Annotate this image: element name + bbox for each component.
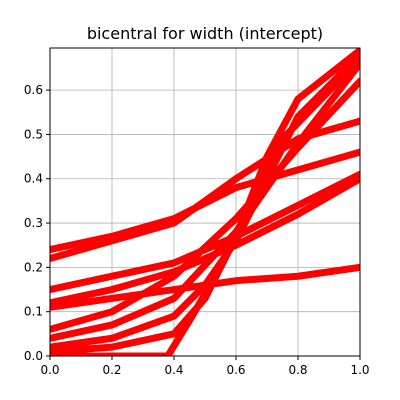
y-tick-label: 0.4: [24, 172, 43, 186]
x-tick-label: 0.4: [164, 363, 183, 377]
x-tick-label: 0.0: [40, 363, 59, 377]
plot-area-frame: [49, 47, 361, 357]
series-line-7: [50, 60, 360, 342]
y-tick-label: 0.2: [24, 260, 43, 274]
series-line-5: [50, 175, 360, 307]
chart-title: bicentral for width (intercept): [87, 24, 323, 43]
series-line-6: [50, 77, 360, 333]
y-tick-label: 0.0: [24, 349, 43, 363]
y-tick-label: 0.1: [24, 305, 43, 319]
axis-ticks: 0.0 0.2 0.4 0.6 0.8 1.0 0.0 0.1 0.2 0.3 0.4 0.5 0.6: [24, 83, 370, 377]
series-lines: [50, 48, 360, 356]
x-tick-label: 0.6: [226, 363, 245, 377]
y-tick-label: 0.5: [24, 127, 43, 141]
y-tick-label: 0.6: [24, 83, 43, 97]
x-tick-label: 0.8: [288, 363, 307, 377]
x-tick-label: 0.2: [102, 363, 121, 377]
x-tick-label: 1.0: [350, 363, 369, 377]
y-tick-label: 0.3: [24, 216, 43, 230]
series-line-10: [50, 55, 360, 356]
